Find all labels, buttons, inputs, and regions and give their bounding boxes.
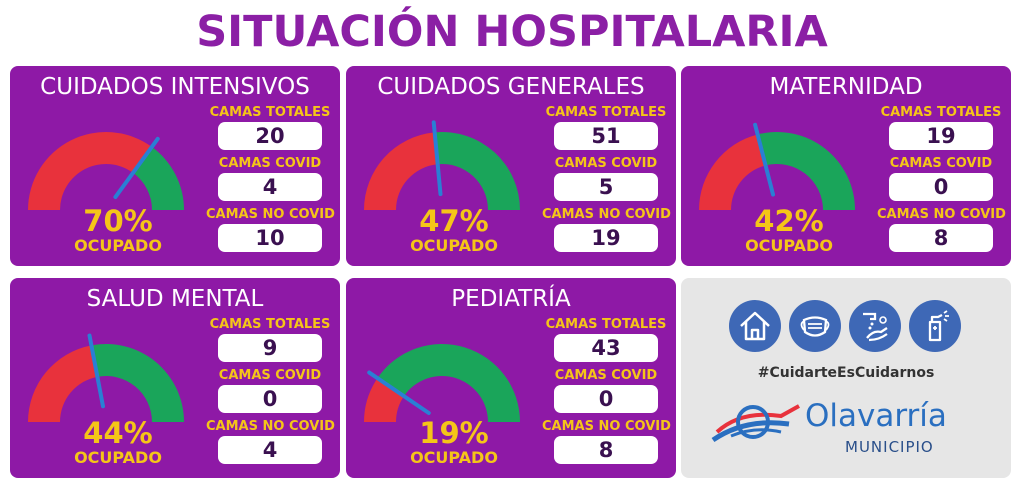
- bed-stats: CAMAS TOTALES 51 CAMAS COVID 5 CAMAS NO …: [542, 105, 671, 259]
- panel-title: MATERNIDAD: [769, 74, 923, 100]
- non-covid-beds-label: CAMAS NO COVID: [542, 207, 671, 222]
- panel-maternidad: MATERNIDAD 42% OCUPADO CAMAS TOTALES 19 …: [681, 66, 1011, 266]
- gauge-occupied-arc: [28, 345, 98, 422]
- panel-cuidados-generales: CUIDADOS GENERALES 47% OCUPADO CAMAS TOT…: [346, 66, 676, 266]
- panel-pediatria: PEDIATRÍA 19% OCUPADO CAMAS TOTALES 43 C…: [346, 278, 676, 478]
- covid-beds-label: CAMAS COVID: [218, 156, 322, 171]
- panel-cuidados-intensivos: CUIDADOS INTENSIVOS 70% OCUPADO CAMAS TO…: [10, 66, 340, 266]
- gauge-occupied-arc: [364, 132, 438, 210]
- gauge-occupied-arc: [364, 378, 404, 422]
- occupancy-gauge: [28, 132, 184, 210]
- campaign-hashtag: #CuidarteEsCuidarnos: [757, 365, 935, 381]
- occupancy-label: OCUPADO: [74, 236, 162, 255]
- gauge-needle: [431, 120, 443, 197]
- total-beds-label: CAMAS TOTALES: [880, 105, 1002, 120]
- non-covid-beds-value: 4: [218, 436, 322, 464]
- panel-title: PEDIATRÍA: [451, 286, 571, 312]
- total-beds-value: 20: [218, 122, 322, 150]
- total-beds-label: CAMAS TOTALES: [545, 105, 667, 120]
- face-mask-icon: [789, 300, 841, 352]
- covid-beds-value: 0: [218, 385, 322, 413]
- panel-title: SALUD MENTAL: [86, 286, 264, 312]
- non-covid-beds-value: 19: [554, 224, 658, 252]
- covid-beds-value: 5: [554, 173, 658, 201]
- non-covid-beds-value: 8: [889, 224, 993, 252]
- gauge-occupied-arc: [699, 134, 766, 210]
- panel-title: CUIDADOS GENERALES: [377, 74, 645, 100]
- bed-stats: CAMAS TOTALES 19 CAMAS COVID 0 CAMAS NO …: [877, 105, 1006, 259]
- hand-washing-icon: [849, 300, 901, 352]
- total-beds-value: 19: [889, 122, 993, 150]
- covid-beds-value: 0: [889, 173, 993, 201]
- page-title: SITUACIÓN HOSPITALARIA: [196, 7, 828, 57]
- covid-beds-value: 0: [554, 385, 658, 413]
- gauge-free-arc: [757, 132, 855, 210]
- occupancy-percent: 70%: [83, 204, 153, 238]
- occupancy-gauge: [699, 122, 855, 210]
- gauge-needle: [113, 136, 160, 200]
- logo-name: Olavarría: [805, 398, 947, 434]
- gauge-needle: [753, 122, 776, 197]
- occupancy-gauge: [364, 120, 520, 210]
- total-beds-value: 9: [218, 334, 322, 362]
- gauge-needle: [367, 370, 431, 416]
- non-covid-beds-label: CAMAS NO COVID: [206, 419, 335, 434]
- non-covid-beds-label: CAMAS NO COVID: [206, 207, 335, 222]
- gauge-occupied-arc: [28, 132, 152, 210]
- total-beds-label: CAMAS TOTALES: [209, 105, 331, 120]
- gauge-free-arc: [133, 146, 184, 210]
- non-covid-beds-label: CAMAS NO COVID: [542, 419, 671, 434]
- covid-beds-label: CAMAS COVID: [554, 368, 658, 383]
- bed-stats: CAMAS TOTALES 9 CAMAS COVID 0 CAMAS NO C…: [206, 317, 335, 471]
- gauge-free-arc: [377, 344, 520, 422]
- occupancy-label: OCUPADO: [74, 448, 162, 467]
- logo-subtitle: MUNICIPIO: [845, 438, 934, 456]
- occupancy-percent: 42%: [754, 204, 824, 238]
- bed-stats: CAMAS TOTALES 43 CAMAS COVID 0 CAMAS NO …: [542, 317, 671, 471]
- occupancy-label: OCUPADO: [410, 448, 498, 467]
- covid-beds-value: 4: [218, 173, 322, 201]
- covid-beds-label: CAMAS COVID: [554, 156, 658, 171]
- occupancy-percent: 44%: [83, 416, 153, 450]
- gauge-free-arc: [91, 344, 184, 422]
- occupancy-gauge: [28, 333, 184, 422]
- campaign-info-panel: #CuidarteEsCuidarnos Olavarría MUNICIPIO: [681, 278, 1011, 478]
- occupancy-percent: 19%: [419, 416, 489, 450]
- occupancy-label: OCUPADO: [745, 236, 833, 255]
- total-beds-value: 43: [554, 334, 658, 362]
- non-covid-beds-value: 10: [218, 224, 322, 252]
- gauge-needle: [87, 333, 106, 409]
- sanitizer-spray-icon: [909, 300, 961, 352]
- total-beds-label: CAMAS TOTALES: [209, 317, 331, 332]
- panel-title: CUIDADOS INTENSIVOS: [40, 74, 310, 100]
- house-icon: [729, 300, 781, 352]
- bed-stats: CAMAS TOTALES 20 CAMAS COVID 4 CAMAS NO …: [206, 105, 335, 259]
- occupancy-label: OCUPADO: [410, 236, 498, 255]
- occupancy-gauge: [364, 344, 520, 422]
- total-beds-value: 51: [554, 122, 658, 150]
- covid-beds-label: CAMAS COVID: [218, 368, 322, 383]
- gauge-free-arc: [434, 132, 520, 210]
- olavarria-logo-icon: [711, 396, 803, 450]
- non-covid-beds-value: 8: [554, 436, 658, 464]
- total-beds-label: CAMAS TOTALES: [545, 317, 667, 332]
- occupancy-percent: 47%: [419, 204, 489, 238]
- panel-salud-mental: SALUD MENTAL 44% OCUPADO CAMAS TOTALES 9…: [10, 278, 340, 478]
- covid-beds-label: CAMAS COVID: [889, 156, 993, 171]
- non-covid-beds-label: CAMAS NO COVID: [877, 207, 1006, 222]
